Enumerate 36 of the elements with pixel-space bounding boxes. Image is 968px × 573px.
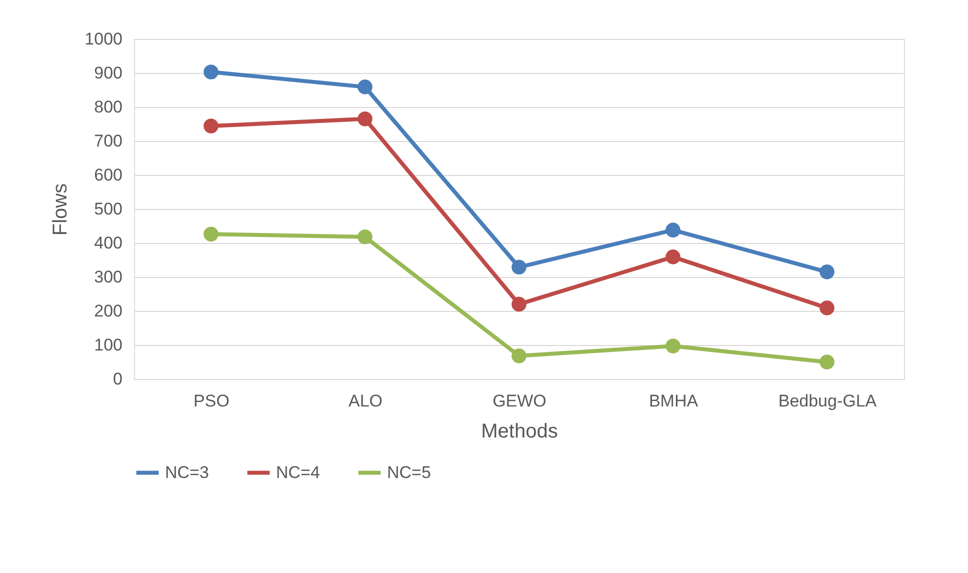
y-tick-label: 700 <box>94 132 122 150</box>
y-tick-label: 0 <box>113 370 122 388</box>
point <box>666 222 680 238</box>
point <box>512 260 526 275</box>
x-tick-label: PSO <box>194 392 230 410</box>
point <box>666 338 680 354</box>
y-tick-label: 100 <box>94 336 122 354</box>
legend-label: NC=3 <box>165 462 209 482</box>
legend-label: NC=5 <box>387 462 431 482</box>
point <box>820 354 834 370</box>
point <box>666 250 680 264</box>
x-tick-label: Bedbug-GLA <box>778 392 878 410</box>
point <box>358 80 372 94</box>
y-tick-label: 600 <box>94 166 122 184</box>
point <box>358 229 372 244</box>
y-tick-label: 900 <box>94 64 122 82</box>
y-tick-label: 1000 <box>84 30 122 48</box>
x-tick-label: BMHA <box>648 392 699 410</box>
y-tick-label: 800 <box>94 98 122 116</box>
point <box>512 296 526 312</box>
y-axis-title: Flows <box>50 183 72 236</box>
point <box>512 348 526 364</box>
y-tick-label: 500 <box>94 200 122 218</box>
point <box>820 264 834 280</box>
point <box>204 118 218 134</box>
x-tick-label: GEWO <box>492 392 546 410</box>
x-tick-label: ALO <box>348 392 383 410</box>
point <box>820 300 834 316</box>
y-tick-label: 400 <box>94 234 122 252</box>
y-tick-label: 300 <box>94 268 122 286</box>
legend-label: NC=4 <box>276 462 320 482</box>
y-tick-label: 200 <box>94 302 122 320</box>
point <box>204 226 218 242</box>
x-axis-title: Methods <box>481 420 558 442</box>
point <box>358 112 372 126</box>
point <box>204 64 218 80</box>
